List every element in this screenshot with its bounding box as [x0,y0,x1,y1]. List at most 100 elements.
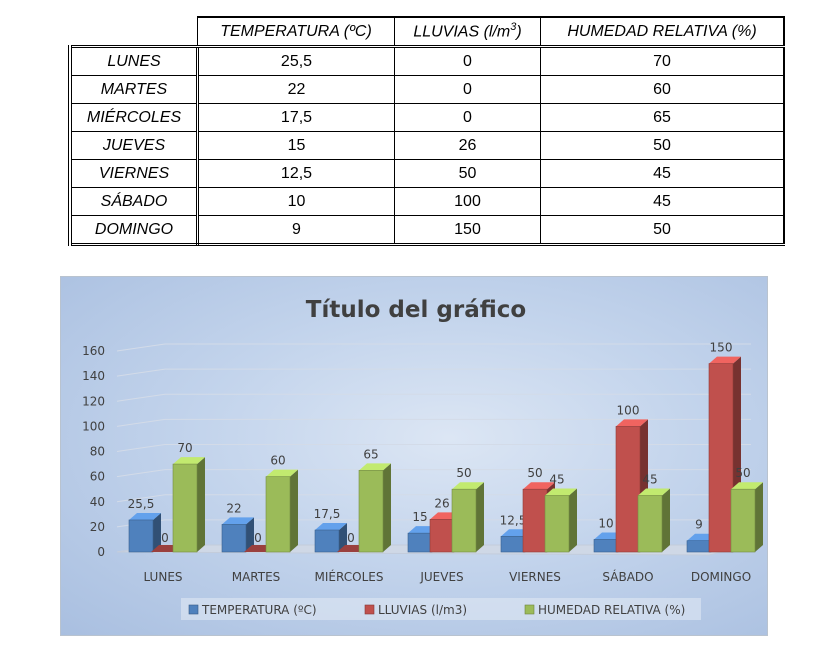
chart-area: Título del gráfico 0 20 40 60 80 100 120 140 160… [60,276,768,636]
y-tick-label: 40 [90,495,105,509]
bar-top [731,482,763,490]
row-rain: 0 [394,45,541,76]
row-temp: 12,5 [197,159,395,188]
table-row: VIERNES 12,5 50 45 [68,159,785,188]
row-temp: 22 [197,75,395,104]
legend-swatch [364,604,375,615]
bar-top [709,356,741,364]
legend-box [181,598,701,620]
row-day: DOMINGO [68,215,199,246]
bar [544,495,570,553]
bar [500,535,526,553]
bar [593,539,619,553]
gridline [116,393,751,402]
table-row: JUEVES 15 26 50 [68,131,785,160]
row-day: JUEVES [68,131,199,160]
bar-side [290,469,298,552]
legend-label: HUMEDAD RELATIVA (%) [538,603,685,617]
bar [708,363,734,553]
x-tick-label: LUNES [143,570,182,584]
row-day: LUNES [68,45,199,76]
legend-swatch [524,604,535,615]
data-label: 10 [598,516,613,530]
data-table: TEMPERATURA (ºC) LLUVIAS (l/m3) HUMEDAD … [68,16,785,246]
data-label: 50 [527,466,542,480]
col-header-rain-close: ) [516,23,522,41]
table-row: MARTES 22 0 60 [68,75,785,104]
bar-top [545,488,577,496]
row-temp: 15 [197,131,395,160]
row-rain: 100 [394,187,541,216]
bar [730,488,756,553]
bar-top [452,482,484,490]
x-tick-label: DOMINGO [691,570,751,584]
data-label: 65 [363,447,378,461]
data-label: 0 [254,531,262,545]
row-humidity: 45 [540,187,785,216]
row-temp: 9 [197,215,395,246]
bar-top [315,523,347,531]
data-label: 50 [456,466,471,480]
bar [314,529,340,553]
row-temp: 10 [197,187,395,216]
data-label: 15 [412,510,427,524]
data-label: 70 [177,441,192,455]
data-label: 150 [710,341,733,355]
table-header-row: TEMPERATURA (ºC) LLUVIAS (l/m3) HUMEDAD … [70,16,785,48]
bar-top [523,482,555,490]
bar-side [339,523,347,552]
bar-chart: Título del gráfico 020406080100120140160… [82,297,763,620]
table-row: MIÉRCOLES 17,5 0 65 [68,103,785,132]
bar-side [383,463,391,552]
x-tick-label: VIERNES [509,570,561,584]
data-label: 26 [434,496,449,510]
bar [221,524,247,553]
row-humidity: 50 [540,131,785,160]
gridline [116,418,751,427]
row-rain: 50 [394,159,541,188]
bar-side [476,482,484,552]
row-day: MARTES [68,75,199,104]
bar-top [266,469,298,477]
bar-side [662,488,670,552]
table-row: SÁBADO 10 100 45 [68,187,785,216]
bar [522,488,548,553]
y-tick-label: 140 [82,369,105,383]
y-tick-label: 60 [90,470,105,484]
x-tick-label: MIÉRCOLES [315,569,384,584]
data-label: 12,5 [500,513,527,527]
data-label: 45 [642,472,657,486]
data-label: 60 [270,454,285,468]
bar-top [616,419,648,427]
gridline [116,444,751,452]
row-humidity: 60 [540,75,785,104]
data-label: 100 [617,403,640,417]
x-tick-label: JUEVES [419,570,463,584]
bar-top [638,488,670,496]
bar [637,495,663,553]
row-rain: 0 [394,103,541,132]
row-humidity: 50 [540,215,785,246]
row-rain: 26 [394,131,541,160]
col-header-rain-superscript: 3 [510,21,517,34]
bar [128,519,154,553]
legend-swatch [188,604,199,615]
bar-side [246,517,254,552]
bars: 25,5 0 70 22 0 60 17,5 0 65 15 26 50 12,5 50 45 10 100 45… [128,341,763,553]
row-humidity: 45 [540,159,785,188]
gridline [116,343,751,352]
col-header-temperature: TEMPERATURA (ºC) [197,16,395,47]
y-axis: 0 20 40 60 80 100 120 140 160 [82,344,105,559]
legend-label: TEMPERATURA (ºC) [201,603,317,617]
legend-label: LLUVIAS (l/m3) [378,603,467,617]
data-label: 0 [161,531,169,545]
bar-top [129,512,161,520]
row-day: MIÉRCOLES [68,103,199,132]
x-tick-label: MARTES [232,570,281,584]
data-label: 17,5 [314,507,341,521]
bar [429,519,455,553]
row-temp: 17,5 [197,103,395,132]
col-header-rain: LLUVIAS (l/m3) [394,16,541,47]
col-header-rain-text: LLUVIAS (l/m [413,23,511,41]
data-label: 9 [695,518,703,532]
